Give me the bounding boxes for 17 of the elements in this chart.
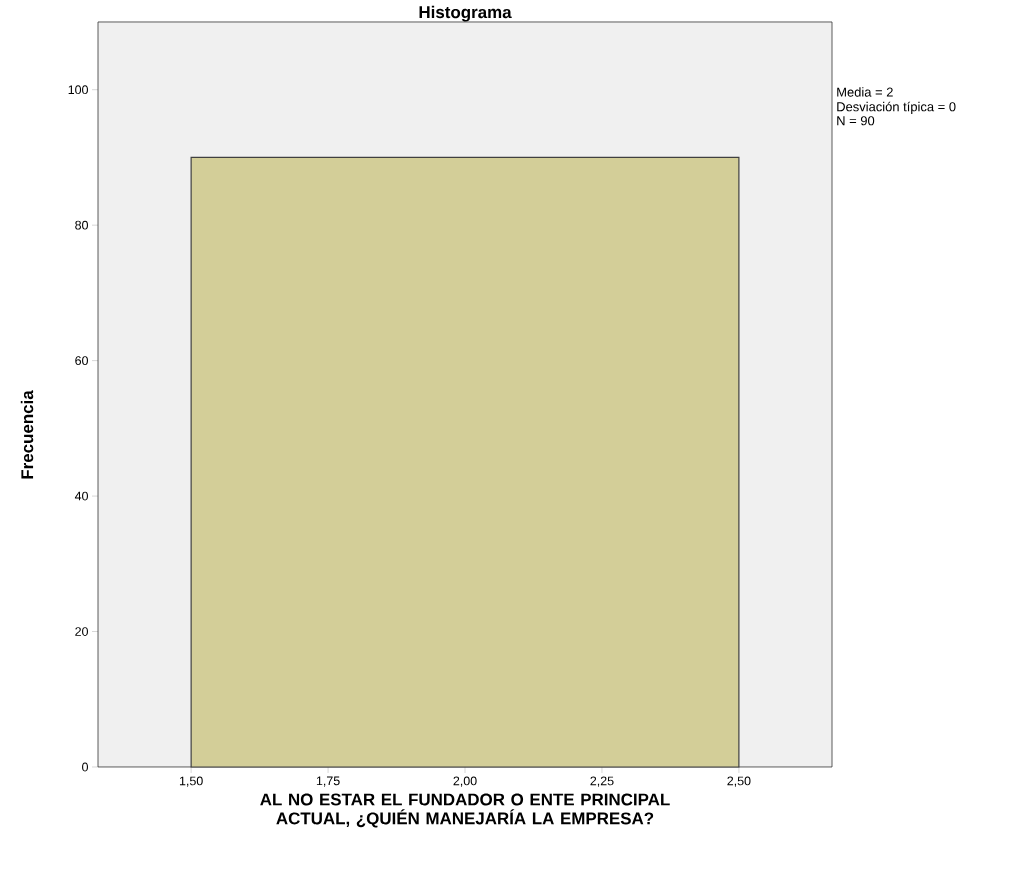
text: N = 90 bbox=[837, 116, 875, 126]
y-tick-label: 80 bbox=[75, 220, 88, 230]
y-tick-label: 0 bbox=[82, 762, 88, 772]
y-tick-label: 40 bbox=[74, 491, 88, 501]
text: Desviación típica = 0 bbox=[837, 101, 956, 114]
y-tick-label: 60 bbox=[75, 356, 88, 366]
y-tick-label: 100 bbox=[68, 85, 88, 95]
x-tick-label: 2,25 bbox=[590, 776, 614, 787]
x-tick-label: 1,75 bbox=[316, 776, 340, 787]
y-axis-title: Frecuencia bbox=[20, 390, 34, 479]
chart-title: Histograma bbox=[419, 5, 512, 22]
x-tick-label: 1,50 bbox=[179, 776, 203, 787]
x-tick-label: 2,50 bbox=[727, 776, 751, 787]
x-tick-label: 2,00 bbox=[453, 776, 477, 787]
text: Media = 2 bbox=[837, 87, 893, 97]
x-axis-title: AL NO ESTAR EL FUNDADOR O ENTE PRINCIPAL ACTUAL, ¿QUIÉN MANEJARÍA LA EMPRESA? bbox=[260, 793, 670, 828]
y-tick-label: 20 bbox=[75, 627, 88, 636]
